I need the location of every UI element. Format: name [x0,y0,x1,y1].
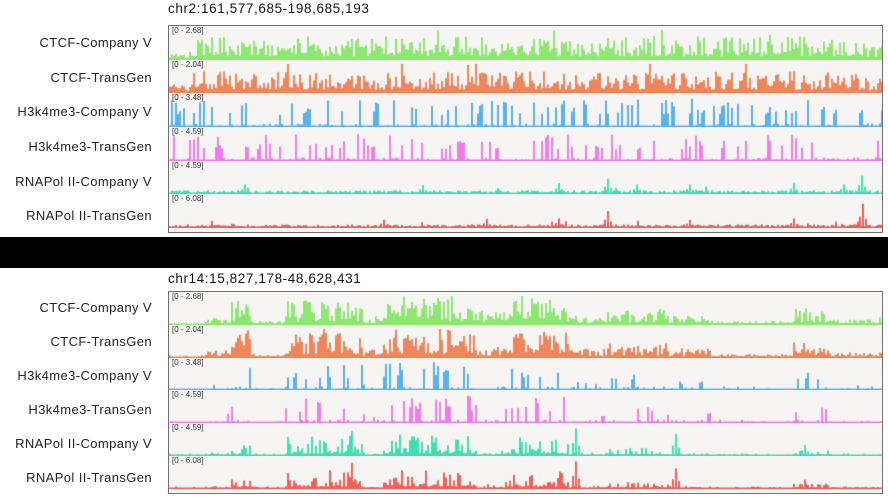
track-label-rnapol2-transgen: RNAPol II-TransGen [26,208,152,224]
track-rnapol2-companyv: [0 - 4.59] [169,423,882,457]
signal-plot [169,194,882,229]
track-labels-chr14: CTCF-Company V CTCF-TransGen H3k4me3-Com… [0,291,160,494]
track-h3k4me3-transgen: [0 - 4.59] [169,390,882,424]
signal-plot [169,292,882,325]
range-label: [0 - 6.08] [172,456,204,466]
locus-title-chr2: chr2:161,577,685-198,685,193 [168,1,370,16]
track-ctcf-companyv: [0 - 2.68] [169,292,882,325]
track-label-h3k4me3-transgen: H3k4me3-TransGen [28,401,152,417]
track-label-rnapol2-transgen: RNAPol II-TransGen [26,469,152,485]
signal-plot [169,127,882,161]
track-label-ctcf-companyv: CTCF-Company V [39,34,152,50]
signal-plot [169,93,882,128]
track-h3k4me3-companyv: [0 - 3.48] [169,93,882,128]
signal-plot [169,357,882,391]
range-label: [0 - 4.59] [172,423,204,433]
tracks-box-chr2: [0 - 2.68] [0 - 2.04] [0 - 3.48] [0 - 4.… [168,25,883,233]
track-rnapol2-companyv: [0 - 4.59] [169,160,882,195]
track-ctcf-transgen: [0 - 2.04] [169,324,882,358]
signal-plot [169,324,882,358]
range-label: [0 - 3.48] [172,93,204,103]
range-label: [0 - 2.68] [172,26,204,35]
signal-plot [169,59,882,94]
track-label-h3k4me3-companyv: H3k4me3-Company V [17,104,152,120]
range-label: [0 - 4.59] [172,127,204,137]
signal-plot [169,160,882,195]
signal-plot [169,390,882,424]
track-label-ctcf-transgen: CTCF-TransGen [50,69,152,85]
track-label-rnapol2-companyv: RNAPol II-Company V [15,173,152,189]
range-label: [0 - 4.59] [172,390,204,400]
track-ctcf-companyv: [0 - 2.68] [169,26,882,60]
signal-plot [169,456,882,489]
range-label: [0 - 2.04] [172,59,204,69]
panel-chr2: chr2:161,577,685-198,685,193 CTCF-Compan… [0,0,888,237]
panel-chr14: chr14:15,827,178-48,628,431 CTCF-Company… [0,268,888,502]
range-label: [0 - 2.68] [172,292,204,301]
track-labels-chr2: CTCF-Company V CTCF-TransGen H3k4me3-Com… [0,25,160,233]
signal-plot [169,423,882,457]
locus-title-chr14: chr14:15,827,178-48,628,431 [168,271,362,286]
track-ctcf-transgen: [0 - 2.04] [169,59,882,94]
track-rnapol2-transgen: [0 - 6.08] [169,456,882,489]
track-h3k4me3-companyv: [0 - 3.48] [169,357,882,391]
range-label: [0 - 2.04] [172,324,204,334]
track-label-rnapol2-companyv: RNAPol II-Company V [15,435,152,451]
track-h3k4me3-transgen: [0 - 4.59] [169,127,882,161]
range-label: [0 - 4.59] [172,160,204,170]
signal-plot [169,26,882,60]
track-label-ctcf-companyv: CTCF-Company V [39,300,152,316]
range-label: [0 - 3.48] [172,357,204,367]
track-label-ctcf-transgen: CTCF-TransGen [50,334,152,350]
track-rnapol2-transgen: [0 - 6.08] [169,194,882,229]
track-label-h3k4me3-companyv: H3k4me3-Company V [17,368,152,384]
range-label: [0 - 6.08] [172,194,204,204]
tracks-box-chr14: [0 - 2.68] [0 - 2.04] [0 - 3.48] [0 - 4.… [168,291,883,494]
track-label-h3k4me3-transgen: H3k4me3-TransGen [28,138,152,154]
black-separator-band [0,237,888,268]
